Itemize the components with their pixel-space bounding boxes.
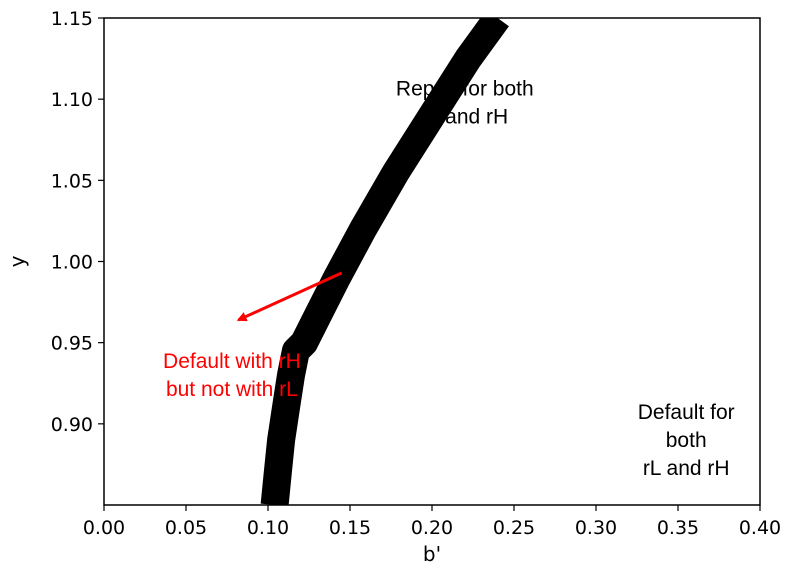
annotation-line: both — [666, 429, 707, 452]
annotation-layer: Repay for both rL and rH Default with rH bu… — [163, 77, 735, 480]
y-tick-label: 1.15 — [51, 8, 93, 30]
annotation-text: Default with rH but not with rL — [163, 350, 301, 401]
x-tick-label: 0.25 — [493, 517, 535, 539]
x-axis-label: b' — [423, 542, 441, 566]
annotation-line: but not with rL — [166, 378, 298, 401]
x-tick-label: 0.35 — [657, 517, 699, 539]
x-axis-ticks: 0.00 0.05 0.10 0.15 0.20 0.25 0.30 0.35 0.40 — [83, 505, 781, 539]
annotation-line: Repay for both — [396, 77, 534, 100]
x-tick-label: 0.00 — [83, 517, 125, 539]
annotation-text: Repay for both rL and rH — [396, 77, 534, 128]
y-tick-label: 1.10 — [51, 89, 93, 111]
y-tick-label: 1.05 — [51, 170, 93, 192]
y-tick-label: 0.95 — [51, 333, 93, 355]
x-tick-label: 0.20 — [411, 517, 453, 539]
x-tick-label: 0.10 — [247, 517, 289, 539]
x-tick-label: 0.40 — [739, 517, 781, 539]
series-layer — [260, 18, 509, 505]
annotation-line: rL and rH — [421, 105, 508, 128]
annotation-line: rL and rH — [643, 457, 730, 480]
annotation-text: Default for both rL and rH — [638, 401, 735, 480]
y-tick-label: 1.00 — [51, 252, 93, 274]
y-axis-label: y — [5, 255, 29, 267]
x-tick-label: 0.30 — [575, 517, 617, 539]
annotation-arrow — [236, 271, 343, 322]
annotation-line: Default with rH — [163, 350, 301, 373]
x-tick-label: 0.05 — [165, 517, 207, 539]
y-tick-label: 0.90 — [51, 414, 93, 436]
x-tick-label: 0.15 — [329, 517, 371, 539]
y-axis-ticks: 0.90 0.95 1.00 1.05 1.10 1.15 — [51, 8, 104, 436]
annotation-line: Default for — [638, 401, 735, 424]
series-line-0 — [260, 18, 509, 505]
